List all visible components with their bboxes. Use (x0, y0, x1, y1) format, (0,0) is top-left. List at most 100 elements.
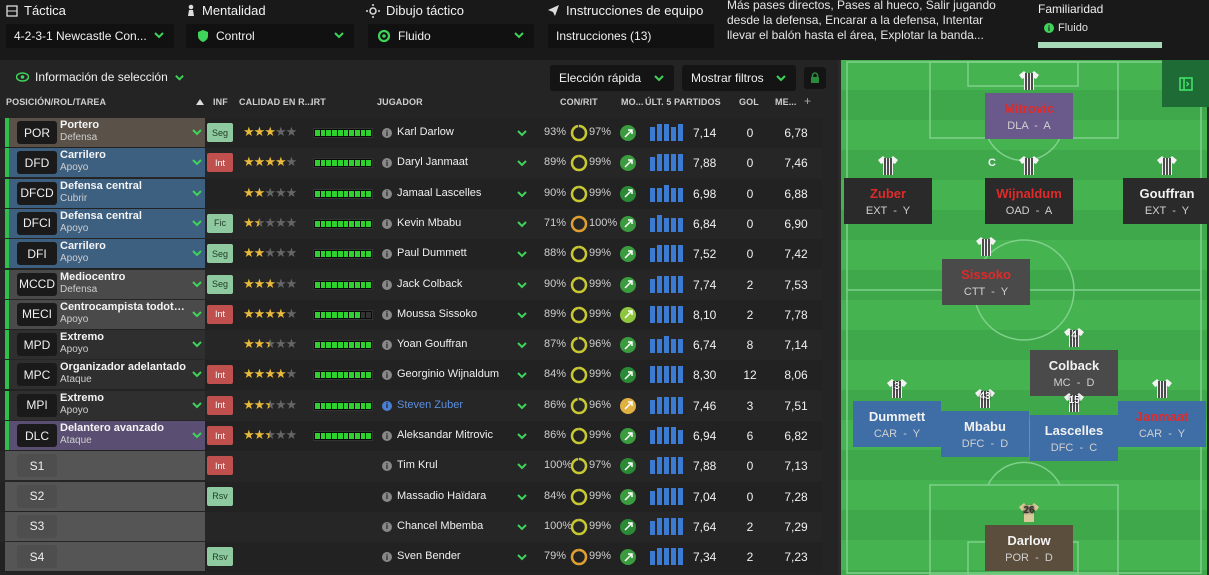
player-name[interactable]: Paul Dummett (397, 247, 467, 260)
chevron-down-icon[interactable] (191, 187, 203, 199)
player-name[interactable]: Tim Krul (397, 459, 438, 472)
position-cell[interactable]: MPC Organizador adelantado Ataque (5, 360, 205, 390)
chevron-down-icon[interactable] (516, 369, 528, 381)
chevron-down-icon[interactable] (191, 278, 203, 290)
player-name[interactable]: Sven Bender (397, 550, 461, 563)
mentality-dropdown[interactable]: Control (186, 24, 354, 48)
col-quality[interactable]: CALIDAD EN R... (239, 97, 313, 107)
table-row[interactable]: DFCD Defensa central Cubrir ★★★★★ i Jamaal La… (0, 178, 822, 209)
col-mean[interactable]: ME... (775, 97, 797, 107)
shape-dropdown[interactable]: Fluido (368, 24, 534, 48)
pitch-panel-toggle[interactable] (1162, 60, 1209, 107)
chevron-down-icon[interactable] (191, 247, 203, 259)
info-icon[interactable]: i (382, 279, 392, 290)
chevron-down-icon[interactable] (516, 218, 528, 230)
info-icon[interactable]: i (382, 188, 392, 199)
table-row[interactable]: S4 Rsv i Sven Bender 79% 99% 7,34 2 7,23 (0, 542, 822, 573)
table-row[interactable]: MCCD Mediocentro Defensa Seg ★★★★★ i Jack Colb… (0, 269, 822, 300)
col-cond[interactable]: CON/RIT (560, 97, 598, 107)
chevron-down-icon[interactable] (516, 430, 528, 442)
player-name[interactable]: Yoan Gouffran (397, 338, 468, 351)
col-goals[interactable]: GOL (739, 97, 759, 107)
pitch-player-card[interactable]: Janmaat CAR - Y (1118, 401, 1206, 447)
chevron-down-icon[interactable] (516, 309, 528, 321)
table-row[interactable]: MPC Organizador adelantado Ataque Int ★★★★★ i… (0, 360, 822, 391)
pitch-player-card[interactable]: Zuber EXT - Y (844, 178, 932, 224)
pitch-player-card[interactable]: Mitrovic DLA - A (985, 93, 1073, 139)
info-icon[interactable]: i (382, 370, 392, 381)
position-cell[interactable]: S4 (5, 542, 205, 572)
position-cell[interactable]: MPI Extremo Apoyo (5, 390, 205, 420)
table-row[interactable]: MPD Extremo Apoyo ★★★★★ i Yoan Gouffran 87% 96%… (0, 330, 822, 361)
player-name[interactable]: Massadio Haïdara (397, 489, 487, 502)
position-cell[interactable]: POR Portero Defensa (5, 118, 205, 147)
chevron-down-icon[interactable] (516, 521, 528, 533)
chevron-down-icon[interactable] (191, 217, 203, 229)
position-cell[interactable]: DFCD Defensa central Cubrir (5, 178, 205, 208)
pitch-player-card[interactable]: Gouffran EXT - Y (1123, 178, 1209, 224)
table-row[interactable]: DFD Carrilero Apoyo Int ★★★★★ i Daryl Janmaat 8… (0, 148, 822, 179)
col-last5[interactable]: ÚLT. 5 PARTIDOS (645, 97, 721, 107)
position-cell[interactable]: MPD Extremo Apoyo (5, 330, 205, 360)
player-name[interactable]: Kevin Mbabu (397, 216, 462, 229)
player-name[interactable]: Georginio Wijnaldum (397, 368, 500, 381)
chevron-down-icon[interactable] (516, 248, 528, 260)
chevron-down-icon[interactable] (516, 551, 528, 563)
chevron-down-icon[interactable] (191, 126, 203, 138)
player-name[interactable]: Karl Darlow (397, 126, 454, 138)
table-row[interactable]: POR Portero Defensa Seg ★★★★★ i Karl Darlow 93%… (0, 118, 822, 148)
col-inf[interactable]: INF (213, 97, 228, 107)
position-cell[interactable]: MECI Centrocampista todote... Apoyo (5, 299, 205, 329)
pitch-player-card[interactable]: Dummett CAR - Y (853, 401, 941, 447)
chevron-down-icon[interactable] (516, 279, 528, 291)
player-name[interactable]: Aleksandar Mitrovic (397, 429, 493, 441)
info-icon[interactable]: i (382, 431, 392, 441)
quick-pick-button[interactable]: Elección rápida (550, 65, 674, 91)
chevron-down-icon[interactable] (516, 188, 528, 200)
table-row[interactable]: S3 i Chancel Mbemba 100% 99% 7,64 2 7,29 (0, 511, 822, 542)
table-row[interactable]: DLC Delantero avanzado Ataque Int ★★★★★ i Alek… (0, 421, 822, 451)
pitch-player-card[interactable]: Sissoko CTT - Y (942, 259, 1030, 305)
info-icon[interactable]: i (382, 521, 392, 532)
position-cell[interactable]: S3 (5, 511, 205, 541)
position-cell[interactable]: DFI Carrilero Apoyo (5, 239, 205, 269)
info-icon[interactable]: i (382, 491, 392, 502)
chevron-down-icon[interactable] (516, 491, 528, 503)
lock-button[interactable] (804, 67, 826, 89)
player-name[interactable]: Moussa Sissoko (397, 307, 478, 320)
position-cell[interactable]: S2 (5, 481, 205, 511)
add-column-icon[interactable]: + (804, 94, 812, 108)
position-cell[interactable]: DLC Delantero avanzado Ataque (5, 421, 205, 450)
chevron-down-icon[interactable] (191, 308, 203, 320)
player-name[interactable]: Jamaal Lascelles (397, 186, 482, 199)
player-name[interactable]: Daryl Janmaat (397, 156, 468, 169)
col-player[interactable]: JUGADOR (377, 97, 423, 107)
table-row[interactable]: DFCI Defensa central Apoyo Fic ★★★★★ i Kevin M… (0, 208, 822, 239)
chevron-down-icon[interactable] (191, 156, 203, 168)
chevron-down-icon[interactable] (516, 157, 528, 169)
chevron-down-icon[interactable] (516, 339, 528, 351)
info-icon[interactable]: i (382, 461, 392, 472)
info-icon[interactable]: i (382, 552, 392, 563)
team-instructions-button[interactable]: Instrucciones (13) (548, 24, 714, 48)
chevron-down-icon[interactable] (516, 127, 528, 139)
position-cell[interactable]: S1 (5, 451, 205, 481)
pitch-player-card[interactable]: Lascelles DFC - C (1030, 415, 1118, 461)
tactic-dropdown[interactable]: 4-2-3-1 Newcastle Con... (6, 24, 174, 48)
show-filters-button[interactable]: Mostrar filtros (682, 65, 796, 91)
chevron-down-icon[interactable] (516, 460, 528, 472)
player-name[interactable]: Steven Zuber (397, 398, 464, 411)
info-icon[interactable]: i (382, 340, 392, 351)
chevron-down-icon[interactable] (516, 400, 528, 412)
pitch-player-card[interactable]: Wijnaldum OAD - A (985, 178, 1073, 224)
pitch-player-card[interactable]: Darlow POR - D (985, 525, 1073, 571)
info-icon[interactable]: i (382, 249, 392, 260)
col-morale[interactable]: MO... (621, 97, 644, 107)
info-icon[interactable]: i (382, 128, 392, 138)
pitch-player-card[interactable]: Colback MC - D (1030, 350, 1118, 396)
col-position[interactable]: POSICIÓN/ROL/TAREA (6, 97, 107, 107)
chevron-down-icon[interactable] (191, 338, 203, 350)
selection-info-toggle[interactable]: Información de selección (16, 70, 185, 84)
position-cell[interactable]: DFD Carrilero Apoyo (5, 148, 205, 178)
table-row[interactable]: MPI Extremo Apoyo Int ★★★★★ i Steven Zuber 86% 9… (0, 390, 822, 421)
